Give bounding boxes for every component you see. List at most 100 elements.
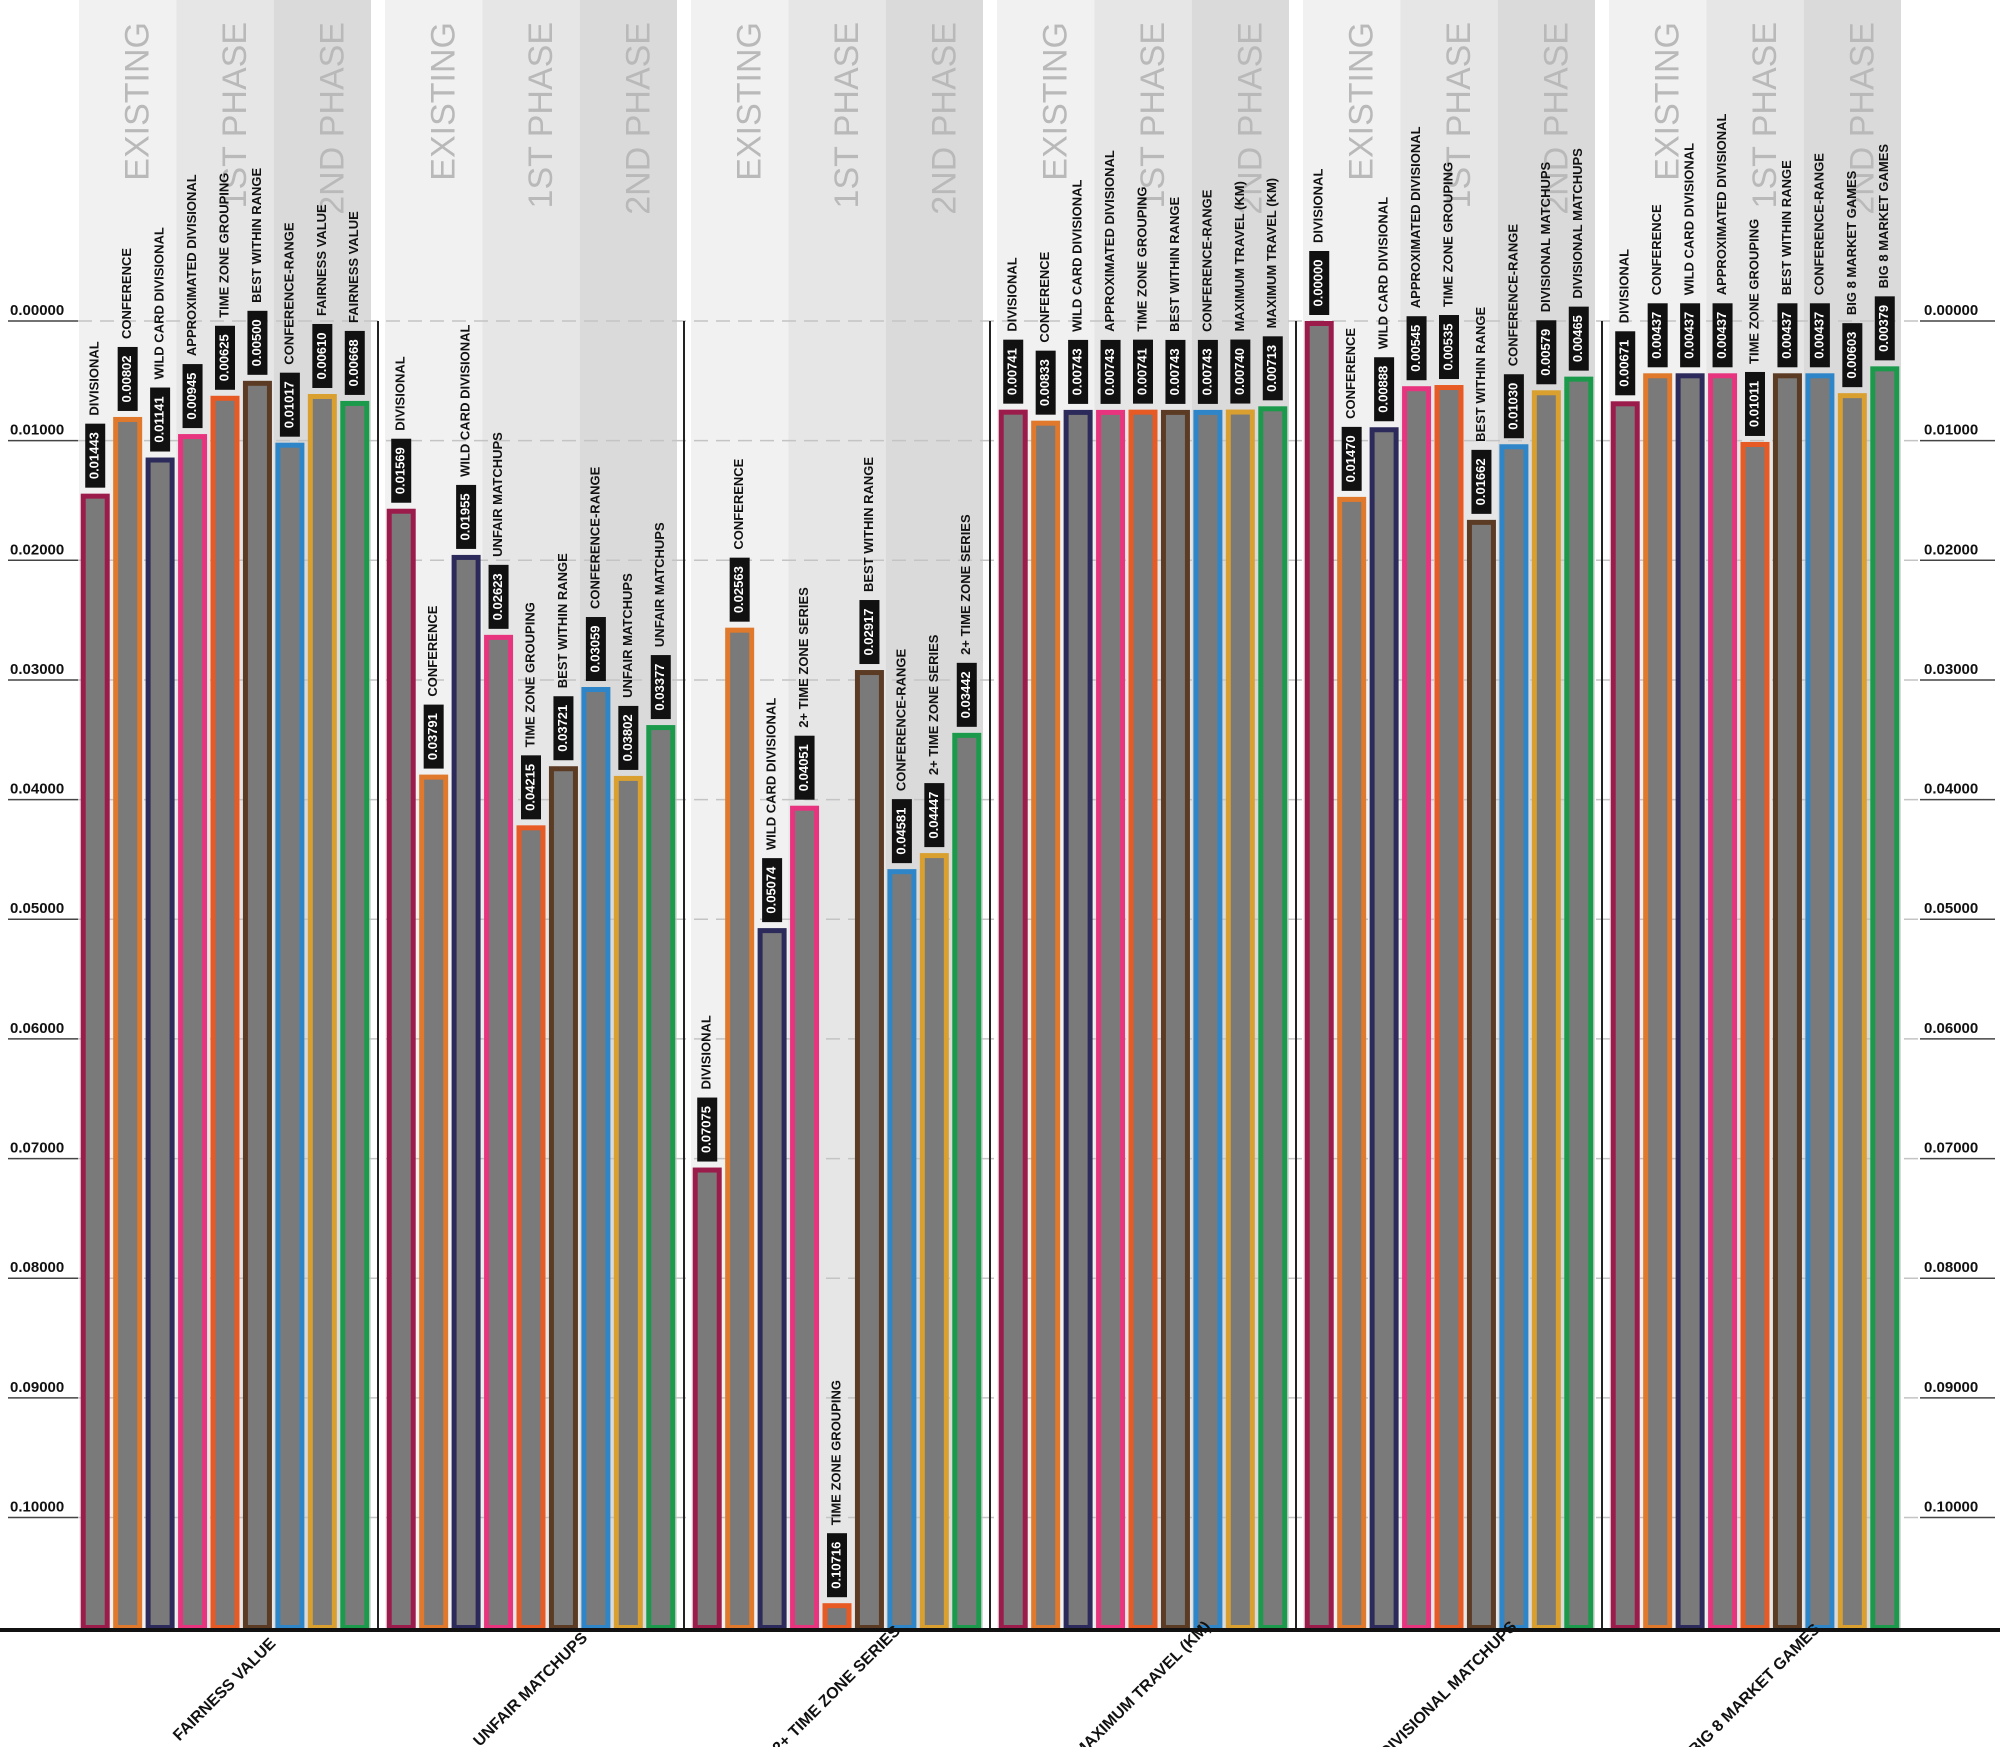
value-label-box [1439, 315, 1459, 380]
value-label: 0.00743 [1167, 348, 1182, 395]
value-label-box [650, 655, 671, 720]
value-label: 0.04447 [926, 792, 941, 839]
bar-name: BEST WITHIN RANGE [1779, 160, 1794, 295]
value-label-box [794, 735, 815, 800]
value-label-box [827, 1533, 847, 1598]
value-label-box [488, 564, 509, 629]
value-label: 0.03791 [425, 713, 440, 760]
value-label: 0.07075 [699, 1106, 714, 1153]
bar-name: CONFERENCE [1649, 204, 1664, 295]
value-label: 0.01662 [1473, 458, 1488, 505]
value-label-box [1068, 339, 1089, 404]
bar [1337, 496, 1367, 1630]
value-label-box [279, 372, 300, 437]
value-label: 0.04581 [893, 808, 908, 855]
value-label-box [391, 438, 412, 503]
bar-name: BEST WITHIN RANGE [249, 167, 264, 302]
value-label-box [344, 330, 365, 395]
bar-name: TIME ZONE GROUPING [1134, 186, 1149, 331]
bar-name: CONFERENCE-RANGE [587, 466, 602, 609]
value-label: 0.02917 [861, 609, 876, 656]
phase-label: 1ST PHASE [522, 22, 560, 208]
value-label-box [553, 696, 574, 761]
value-label-box [1842, 323, 1863, 388]
value-label: 0.00437 [1811, 312, 1826, 359]
bar [725, 627, 755, 1630]
y-tick-label: 0.02000 [10, 541, 64, 558]
bar [1466, 519, 1496, 1631]
y-tick-label: 0.05000 [10, 900, 64, 917]
value-label: 0.02623 [490, 573, 505, 620]
bar [1063, 409, 1093, 1630]
bar-name: WILD CARD DIVISIONAL [1682, 143, 1697, 295]
bar [307, 393, 337, 1630]
value-label-box [1165, 339, 1186, 404]
value-label: 0.03377 [652, 664, 667, 711]
value-label-box [312, 323, 333, 388]
phase-label: EXISTING [1343, 22, 1381, 181]
bar [1805, 373, 1835, 1630]
phase-label: 2ND PHASE [925, 22, 963, 215]
value-label: 0.00545 [1408, 325, 1423, 372]
y-tick-label: 0.08000 [10, 1259, 64, 1276]
phase-label: 2ND PHASE [313, 22, 351, 215]
phase-label: 1ST PHASE [216, 22, 254, 208]
bar [113, 416, 143, 1630]
value-label: 0.00579 [1538, 329, 1553, 376]
value-label: 0.00741 [1134, 348, 1149, 395]
group-label: 2+ TIME ZONE SERIES [770, 1622, 905, 1747]
bar [548, 766, 578, 1630]
phase-label: EXISTING [731, 22, 769, 181]
value-label-box [1471, 449, 1492, 514]
value-label: 0.00610 [314, 332, 329, 379]
y-tick-label: 0.03000 [10, 661, 64, 678]
y-tick-label-right: 0.02000 [1924, 541, 1978, 558]
value-label: 0.02563 [731, 566, 746, 613]
phase-label: 1ST PHASE [1746, 22, 1784, 208]
y-tick-label: 0.01000 [10, 422, 64, 439]
bar-name: UNFAIR MATCHUPS [652, 522, 667, 647]
value-label-box [762, 858, 783, 923]
phase-label: 2ND PHASE [1843, 22, 1881, 215]
bar-name: TIME ZONE GROUPING [1440, 162, 1455, 307]
value-label-box [456, 484, 477, 549]
bar [1610, 401, 1640, 1630]
value-label: 0.00603 [1844, 332, 1859, 379]
bar [419, 774, 449, 1630]
bar [790, 805, 820, 1630]
bar [340, 400, 370, 1630]
bar-name: FAIRNESS VALUE [346, 211, 361, 323]
bar-name: APPROXIMATED DIVISIONAL [184, 174, 199, 356]
bar [1708, 373, 1738, 1630]
bar-name: DIVISIONAL MATCHUPS [1570, 148, 1585, 299]
y-tick-label-right: 0.03000 [1924, 661, 1978, 678]
value-label-box [1230, 339, 1251, 404]
value-label-box [1680, 303, 1701, 368]
bar-name: MAXIMUM TRAVEL (KM) [1232, 181, 1247, 331]
value-label: 0.00671 [1617, 340, 1632, 387]
value-label-box [1035, 350, 1056, 415]
phase-label: 2ND PHASE [1231, 22, 1269, 215]
bar [1531, 390, 1561, 1630]
value-label: 0.00437 [1682, 312, 1697, 359]
bar-name: DIVISIONAL MATCHUPS [1538, 161, 1553, 312]
value-label-box [1341, 426, 1362, 491]
group-label: UNFAIR MATCHUPS [471, 1629, 592, 1747]
value-label: 0.01955 [458, 493, 473, 540]
bar-name: WILD CARD DIVISIONAL [1070, 179, 1085, 331]
value-label: 0.00500 [249, 319, 264, 366]
bar [1402, 386, 1432, 1630]
bar [80, 493, 110, 1630]
value-label-box [1133, 339, 1153, 404]
bar [1499, 444, 1529, 1631]
value-label: 0.01443 [87, 432, 102, 479]
y-tick-label: 0.04000 [10, 781, 64, 798]
bar-name: UNFAIR MATCHUPS [490, 432, 505, 557]
value-label: 0.05074 [764, 866, 779, 914]
value-label-box [729, 557, 750, 622]
bar-name: CONFERENCE [1343, 328, 1358, 419]
bar-name: 2+ TIME ZONE SERIES [926, 634, 941, 775]
bar-name: BEST WITHIN RANGE [1473, 306, 1488, 441]
bar [1128, 409, 1158, 1631]
value-label: 0.00379 [1876, 305, 1891, 352]
